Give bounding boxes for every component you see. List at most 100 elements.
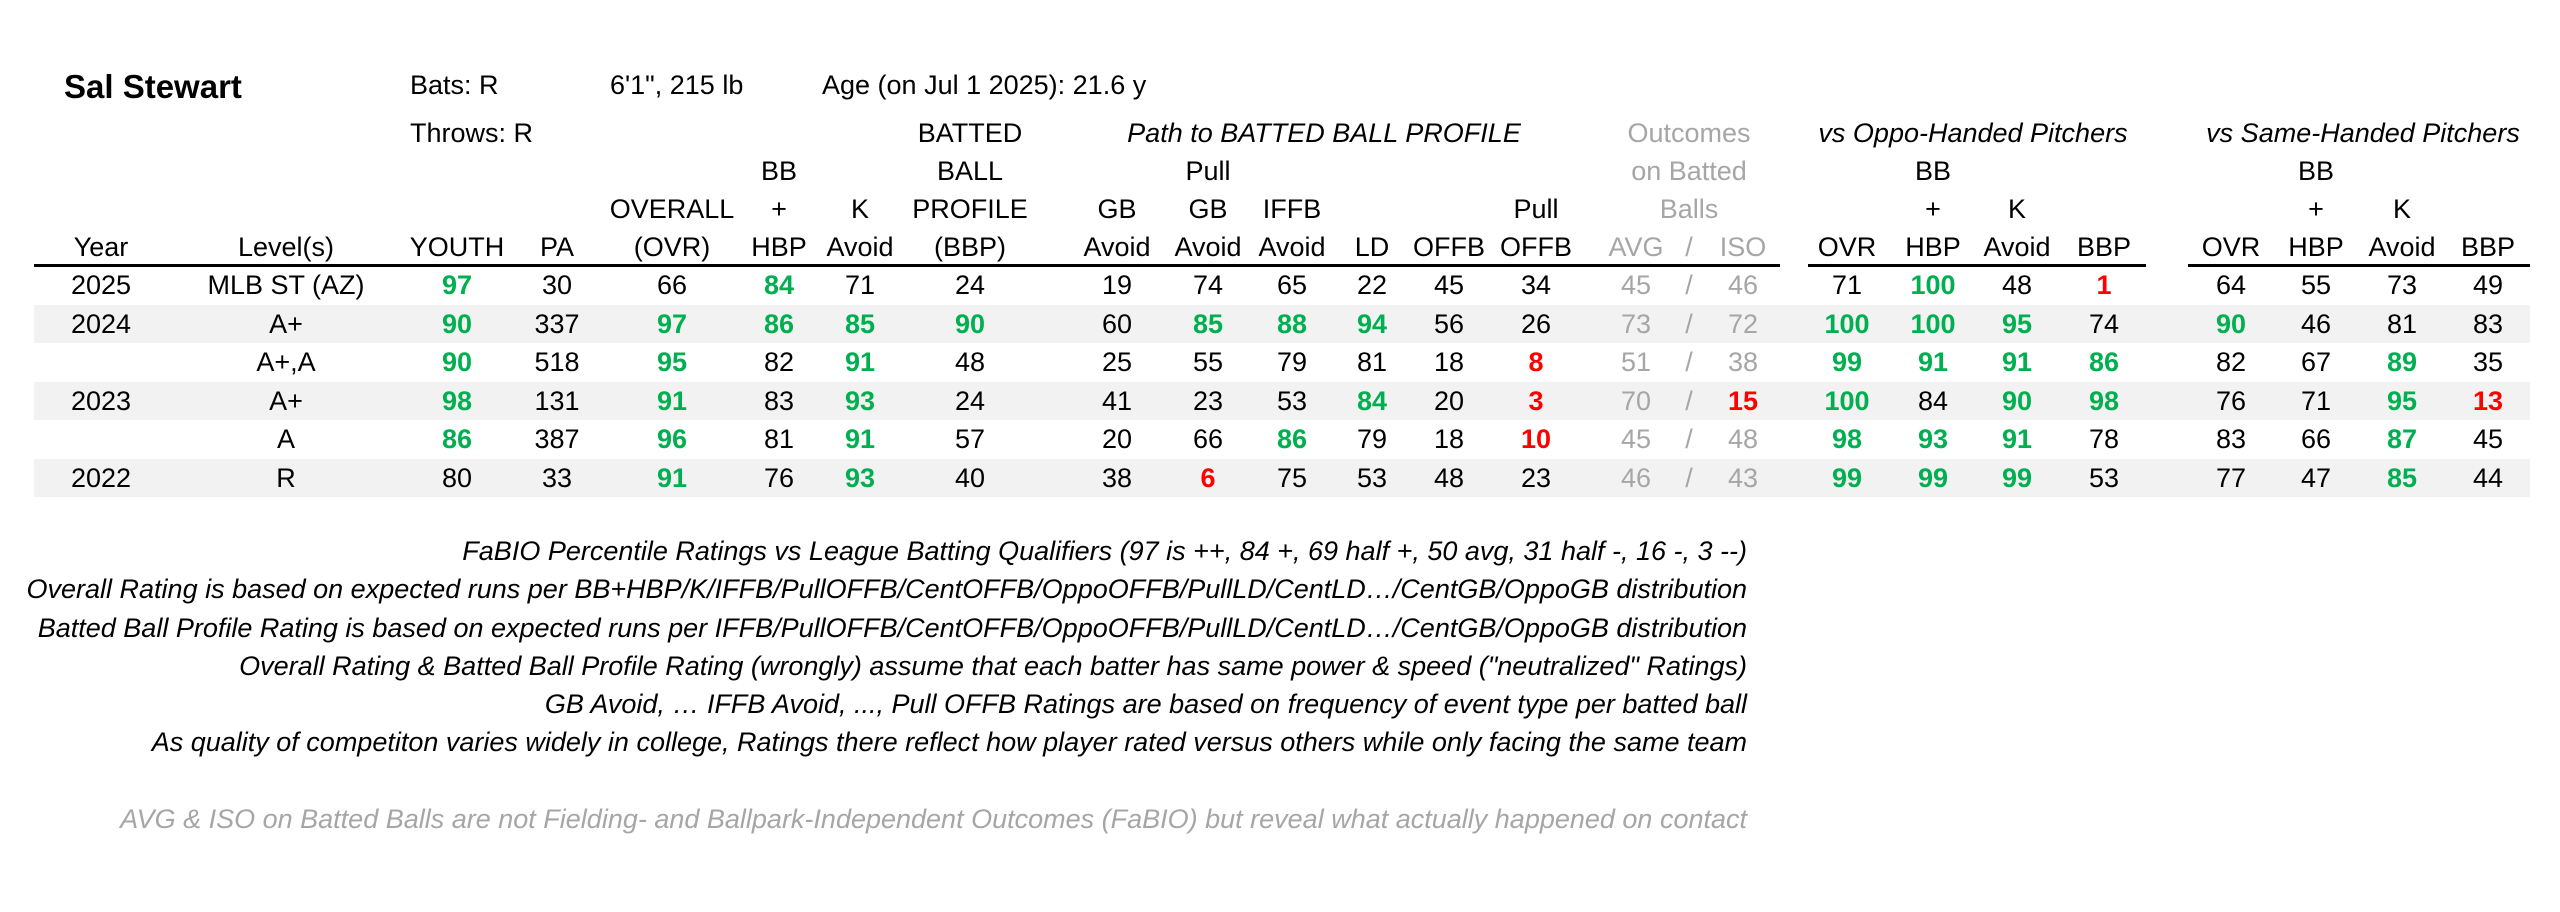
cell-level: MLB ST (AZ) bbox=[207, 270, 365, 300]
cell-avgiso-slash: / bbox=[1685, 270, 1693, 300]
cell-kavoid: 93 bbox=[844, 385, 876, 416]
cell-ld: 81 bbox=[1356, 347, 1388, 377]
cell-pulloffb: 23 bbox=[1520, 462, 1552, 493]
col-oppo-bbp: BBP bbox=[2076, 232, 2132, 262]
cell-oppo-k: 95 bbox=[2001, 308, 2033, 339]
cell-avgiso-slash: / bbox=[1685, 462, 1693, 493]
cell-avgiso-slash: / bbox=[1685, 308, 1693, 339]
cell-same-k: 81 bbox=[2386, 308, 2418, 339]
cell-oppo-bbp: 98 bbox=[2088, 385, 2120, 416]
cell-oppo-ovr: 71 bbox=[1831, 270, 1863, 300]
cell-avg: 45 bbox=[1620, 424, 1652, 454]
path-group-header: Path to BATTED BALL PROFILE bbox=[1127, 118, 1521, 148]
cell-oppo-bbhbp: 100 bbox=[1910, 308, 1956, 339]
cell-bbp: 24 bbox=[954, 270, 986, 300]
col-pa: PA bbox=[539, 232, 575, 262]
cell-ld: 94 bbox=[1356, 308, 1388, 339]
cell-ovr: 66 bbox=[656, 270, 688, 300]
cell-ld: 22 bbox=[1356, 270, 1388, 300]
col-oppo-bbhbp-1: BB bbox=[1914, 156, 1952, 186]
col-pulloffb-2: OFFB bbox=[1500, 232, 1572, 262]
col-gbavoid-1: GB bbox=[1097, 194, 1137, 224]
cell-pa: 337 bbox=[534, 308, 580, 339]
note-5: GB Avoid, … IFFB Avoid, ..., Pull OFFB R… bbox=[544, 689, 1747, 719]
cell-avg: 45 bbox=[1620, 270, 1652, 300]
cell-bbhbp: 81 bbox=[763, 424, 795, 454]
col-kavoid-2: Avoid bbox=[826, 232, 894, 262]
col-oppo-k-1: K bbox=[2007, 194, 2027, 224]
cell-pa: 33 bbox=[541, 462, 573, 493]
cell-pulloffb: 8 bbox=[1528, 347, 1544, 377]
header-rule-same bbox=[2188, 264, 2530, 267]
outcomes-header-1: Outcomes bbox=[1627, 118, 1751, 148]
cell-same-bbhbp: 67 bbox=[2300, 347, 2332, 377]
cell-oppo-bbhbp: 99 bbox=[1917, 462, 1949, 493]
cell-same-k: 95 bbox=[2386, 385, 2418, 416]
cell-bbhbp: 82 bbox=[763, 347, 795, 377]
col-avg: AVG bbox=[1608, 232, 1664, 262]
col-bbp-3: PROFILE bbox=[912, 194, 1028, 224]
cell-same-bbhbp: 66 bbox=[2300, 424, 2332, 454]
cell-same-ovr: 77 bbox=[2215, 462, 2247, 493]
cell-oppo-bbhbp: 91 bbox=[1917, 347, 1949, 377]
cell-same-k: 85 bbox=[2386, 462, 2418, 493]
cell-year: 2023 bbox=[70, 385, 132, 416]
cell-kavoid: 91 bbox=[844, 347, 876, 377]
cell-bbp: 48 bbox=[954, 347, 986, 377]
row-band bbox=[34, 458, 2530, 497]
cell-same-ovr: 90 bbox=[2215, 308, 2247, 339]
cell-pulloffb: 26 bbox=[1520, 308, 1552, 339]
cell-same-ovr: 83 bbox=[2215, 424, 2247, 454]
cell-oppo-ovr: 100 bbox=[1824, 385, 1870, 416]
cell-offb: 18 bbox=[1433, 424, 1465, 454]
cell-gbavoid: 19 bbox=[1101, 270, 1133, 300]
col-oppo-bbhbp-3: HBP bbox=[1905, 232, 1961, 262]
cell-same-k: 73 bbox=[2386, 270, 2418, 300]
col-same-bbhbp-3: HBP bbox=[2288, 232, 2344, 262]
outcomes-header-3: Balls bbox=[1659, 194, 1719, 224]
col-same-bbhbp-1: BB bbox=[2297, 156, 2335, 186]
cell-offb: 20 bbox=[1433, 385, 1465, 416]
cell-oppo-bbp: 78 bbox=[2088, 424, 2120, 454]
cell-same-bbp: 49 bbox=[2472, 270, 2504, 300]
cell-iffb: 86 bbox=[1276, 424, 1308, 454]
cell-oppo-bbp: 86 bbox=[2088, 347, 2120, 377]
cell-iffb: 88 bbox=[1276, 308, 1308, 339]
cell-pulloffb: 3 bbox=[1528, 385, 1544, 416]
cell-gbavoid: 41 bbox=[1101, 385, 1133, 416]
cell-level: A+ bbox=[269, 308, 303, 339]
col-avgiso-slash: / bbox=[1685, 232, 1693, 262]
cell-oppo-bbhbp: 84 bbox=[1917, 385, 1949, 416]
cell-avg: 51 bbox=[1620, 347, 1652, 377]
cell-kavoid: 71 bbox=[844, 270, 876, 300]
note-4: Overall Rating & Batted Ball Profile Rat… bbox=[239, 651, 1747, 681]
cell-bbp: 24 bbox=[954, 385, 986, 416]
cell-kavoid: 85 bbox=[844, 308, 876, 339]
cell-pa: 387 bbox=[534, 424, 580, 454]
header-rule-oppo bbox=[1808, 264, 2146, 267]
cell-iso: 46 bbox=[1727, 270, 1759, 300]
cell-youth: 97 bbox=[441, 270, 473, 300]
col-same-ovr: OVR bbox=[2201, 232, 2261, 262]
cell-ld: 79 bbox=[1356, 424, 1388, 454]
header-rule-main bbox=[34, 264, 1780, 267]
note-2: Overall Rating is based on expected runs… bbox=[26, 574, 1747, 604]
cell-offb: 48 bbox=[1433, 462, 1465, 493]
cell-kavoid: 91 bbox=[844, 424, 876, 454]
cell-youth: 90 bbox=[441, 308, 473, 339]
cell-year: 2022 bbox=[70, 462, 132, 493]
col-same-bbhbp-2: + bbox=[2308, 194, 2324, 224]
cell-oppo-ovr: 98 bbox=[1831, 424, 1863, 454]
col-year: Year bbox=[73, 232, 129, 262]
col-bbp-2: BALL bbox=[936, 156, 1004, 186]
note-3: Batted Ball Profile Rating is based on e… bbox=[37, 613, 1747, 643]
cell-offb: 45 bbox=[1433, 270, 1465, 300]
cell-youth: 90 bbox=[441, 347, 473, 377]
cell-year: 2025 bbox=[70, 270, 132, 300]
col-pullgb-3: Avoid bbox=[1174, 232, 1242, 262]
throws-label: Throws: R bbox=[410, 118, 534, 148]
cell-oppo-bbhbp: 93 bbox=[1917, 424, 1949, 454]
note-6: As quality of competiton varies widely i… bbox=[151, 727, 1747, 757]
col-offb: OFFB bbox=[1413, 232, 1485, 262]
cell-iffb: 79 bbox=[1276, 347, 1308, 377]
